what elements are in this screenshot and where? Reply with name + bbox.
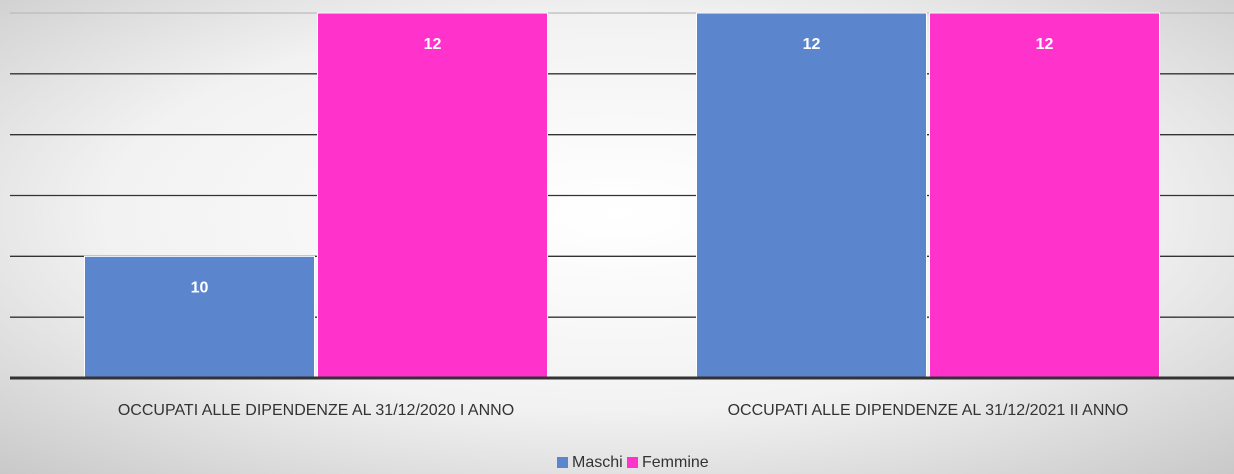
bar: [84, 255, 315, 379]
legend-label: Femmine: [642, 454, 709, 471]
bar: [929, 12, 1160, 379]
legend-swatch: [627, 457, 638, 468]
bar: [317, 12, 548, 379]
data-label: 12: [1036, 36, 1054, 53]
legend-label: Maschi: [572, 454, 623, 471]
data-label: 12: [424, 36, 442, 53]
bar: [696, 12, 927, 379]
x-tick-label: OCCUPATI ALLE DIPENDENZE AL 31/12/2021 I…: [728, 402, 1129, 419]
data-label: 10: [191, 280, 209, 297]
x-tick-label: OCCUPATI ALLE DIPENDENZE AL 31/12/2020 I…: [118, 402, 514, 419]
data-label: 12: [803, 36, 821, 53]
legend-swatch: [557, 457, 568, 468]
